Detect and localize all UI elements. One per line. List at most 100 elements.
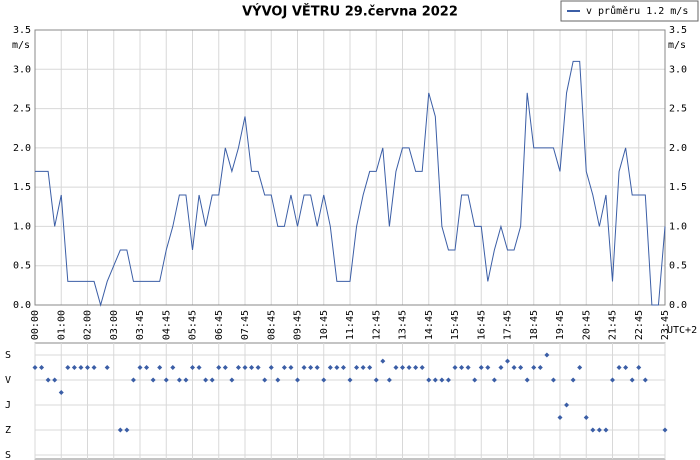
y-tick-label: S [5, 350, 11, 361]
direction-dot [235, 365, 241, 370]
direction-dot [150, 377, 156, 383]
y-tick-label: 2.0 [13, 143, 31, 154]
x-tick-label: 04:45 [161, 310, 172, 340]
direction-dot [209, 377, 215, 383]
direction-dot [498, 365, 504, 370]
direction-dot [334, 365, 340, 370]
direction-dot [452, 365, 458, 370]
direction-dot [445, 377, 451, 383]
direction-dot [32, 365, 38, 370]
direction-dot [577, 365, 583, 370]
direction-dot [518, 365, 524, 370]
x-tick-label: 12:45 [371, 310, 382, 340]
y-unit-right: m/s [668, 40, 686, 51]
y-tick-label: Z [5, 425, 11, 436]
direction-dot [124, 427, 130, 433]
direction-dot [603, 427, 609, 433]
x-tick-label: 05:45 [188, 310, 199, 340]
y-tick-label-right: 1.0 [669, 221, 687, 232]
direction-dot [170, 365, 176, 370]
x-tick-label: 11:45 [345, 310, 356, 340]
direction-dot [354, 365, 360, 370]
direction-dot [45, 377, 51, 383]
direction-dot [281, 365, 287, 370]
direction-dot [176, 377, 182, 383]
direction-dot [413, 365, 419, 370]
chart-title: VÝVOJ VĚTRU 29.června 2022 [242, 4, 458, 20]
direction-dot [216, 365, 222, 370]
direction-dot [564, 402, 570, 408]
direction-dot [327, 365, 333, 370]
direction-dot [130, 377, 136, 383]
direction-dot [157, 365, 163, 370]
direction-dot [465, 365, 471, 370]
direction-dot [52, 377, 58, 383]
x-tick-label: 16:45 [476, 310, 487, 340]
direction-dot [295, 377, 300, 383]
direction-dot [662, 427, 668, 433]
x-tick-label: 00:00 [30, 310, 41, 340]
direction-dot [255, 365, 261, 370]
direction-dot [275, 377, 281, 383]
y-tick-label-right: 3.0 [669, 64, 687, 75]
direction-dot [524, 377, 530, 383]
y-tick-label: 1.0 [13, 221, 31, 232]
direction-dot [505, 358, 510, 364]
direction-dot [262, 377, 268, 383]
direction-dot [78, 365, 84, 370]
direction-dot [406, 365, 412, 370]
direction-dot [91, 365, 97, 370]
direction-dot [386, 377, 392, 383]
direction-dot [58, 390, 64, 395]
direction-dot [636, 365, 642, 370]
y-tick-label: 3.0 [13, 64, 31, 75]
direction-dot [203, 377, 209, 383]
direction-dot [360, 365, 366, 370]
direction-dot [137, 365, 143, 370]
direction-dot [478, 365, 484, 370]
direction-dot [432, 377, 438, 383]
x-tick-label: 10:45 [319, 310, 330, 340]
direction-dot [616, 365, 622, 370]
y-tick-label: V [5, 375, 11, 386]
direction-dot [596, 427, 602, 433]
direction-dot [557, 415, 563, 420]
x-tick-label: 07:45 [240, 310, 251, 340]
direction-dot [301, 365, 307, 370]
x-tick-label: 02:00 [83, 310, 94, 340]
x-tick-label: 08:45 [266, 310, 277, 340]
direction-dot [629, 377, 635, 383]
legend-label: v průměru 1.2 m/s [586, 5, 688, 17]
direction-dot [419, 365, 425, 370]
x-tick-label: 14:45 [424, 310, 435, 340]
direction-dot [537, 365, 543, 370]
direction-dot [347, 377, 353, 383]
direction-dot [373, 377, 379, 383]
x-tick-label: 20:45 [581, 310, 592, 340]
direction-dot [104, 365, 110, 370]
direction-dot [249, 365, 255, 370]
y-tick-label-right: 3.5 [669, 25, 687, 36]
x-tick-label: 06:45 [214, 310, 225, 340]
x-tick-label: 03:45 [135, 310, 146, 340]
direction-dot [314, 365, 320, 370]
direction-dot [222, 365, 228, 370]
direction-dot [196, 365, 202, 370]
y-tick-label: 3.5 [13, 25, 31, 36]
y-tick-label-right: 2.0 [669, 143, 687, 154]
direction-dot [590, 427, 596, 433]
direction-dot [65, 365, 71, 370]
y-tick-label: J [5, 400, 11, 411]
direction-dot [583, 415, 589, 420]
y-tick-label-right: 2.5 [669, 104, 687, 115]
direction-dot [144, 365, 150, 370]
x-tick-label: 23:45 [660, 310, 671, 340]
direction-dot [308, 365, 314, 370]
direction-dot [71, 365, 77, 370]
y-tick-label: 1.5 [13, 182, 31, 193]
direction-dot [491, 377, 497, 383]
y-unit-left: m/s [12, 40, 30, 51]
y-tick-label: 0.0 [13, 300, 31, 311]
direction-dot [610, 377, 615, 383]
